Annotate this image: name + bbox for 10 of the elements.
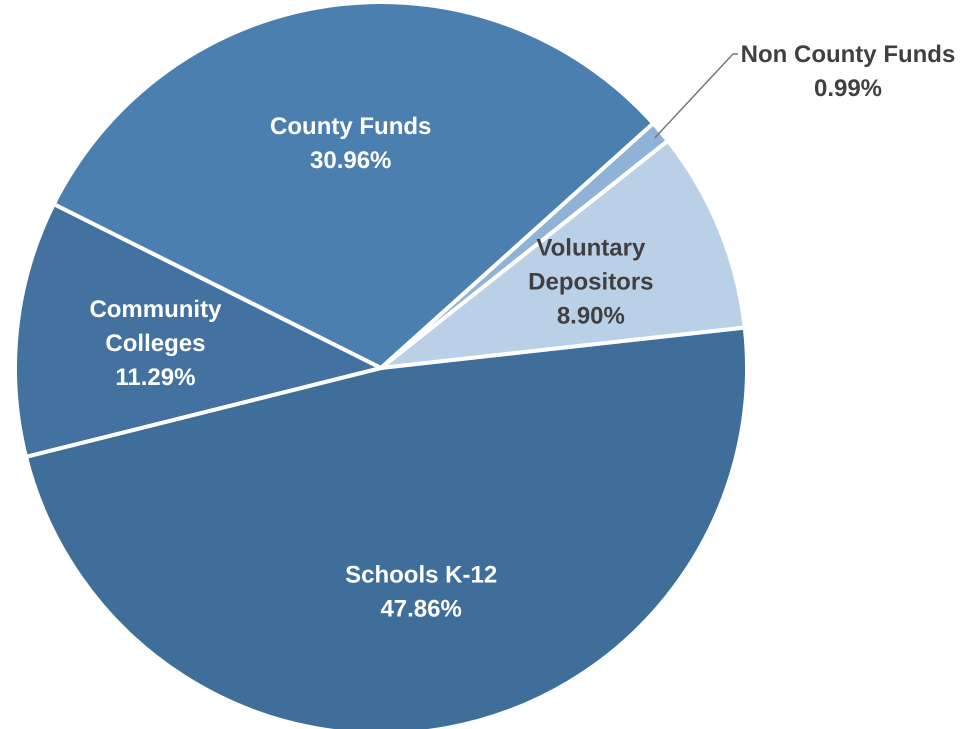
- data-label: 0.99%: [814, 75, 882, 102]
- data-label: 47.86%: [380, 595, 462, 622]
- slice-label: Community Colleges: [89, 296, 222, 358]
- data-label: 8.90%: [556, 302, 625, 330]
- slice-label: Non County Funds: [740, 41, 956, 68]
- data-label: 30.96%: [310, 147, 392, 174]
- slice-label: Schools K-12: [345, 561, 498, 588]
- data-label: 11.29%: [115, 364, 196, 392]
- slice-label: County Funds: [270, 113, 432, 140]
- slice-label: Voluntary Depositors: [528, 234, 654, 296]
